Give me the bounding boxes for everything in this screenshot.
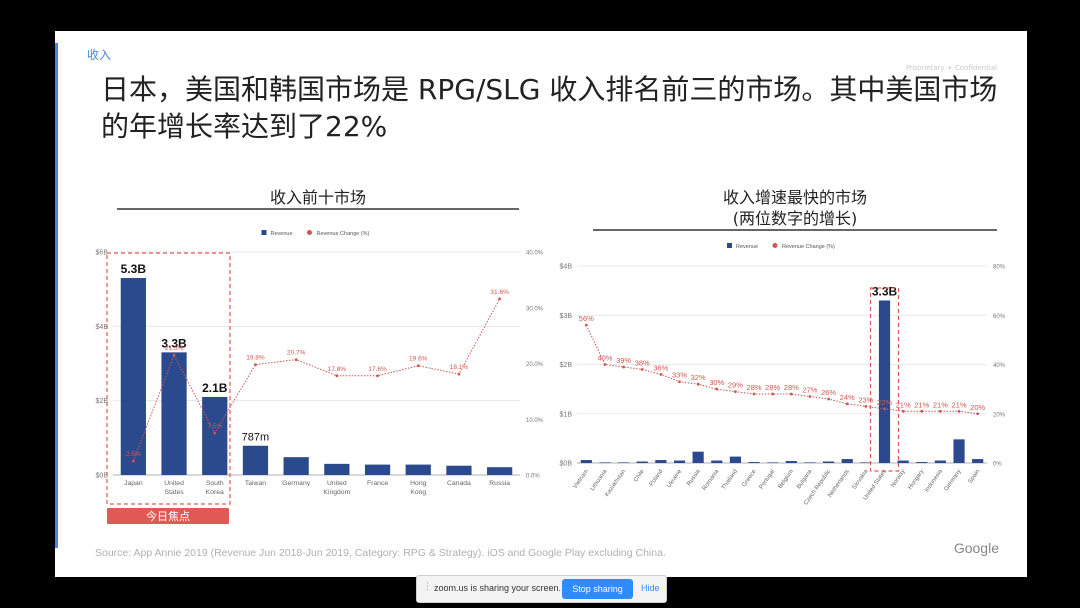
hide-button[interactable]: Hide — [641, 583, 660, 593]
revenue-change-point — [172, 353, 176, 357]
x-tick-label: Canada — [447, 480, 471, 487]
x-tick-label: South Korea — [206, 480, 224, 496]
revenue-bar — [242, 445, 269, 475]
revenue-bar — [202, 396, 228, 475]
revenue-change-label: 18.1% — [450, 364, 469, 371]
x-tick-label: Taiwan — [245, 480, 266, 487]
x-tick-label: France — [367, 480, 388, 487]
y-tick-label: $6B — [96, 250, 109, 257]
x-tick-label: United Kingdom — [323, 480, 350, 496]
revenue-change-point — [457, 372, 461, 376]
revenue-change-label: 7.5% — [207, 423, 222, 430]
revenue-change-label: 19.8% — [246, 355, 265, 362]
revenue-change-label: 17.6% — [368, 366, 387, 373]
legend-change-swatch — [307, 230, 312, 235]
google-logo: Google — [953, 540, 999, 556]
share-status: zoom.us is sharing your screen. — [434, 583, 562, 593]
legend-change-label: Revenue Change (%) — [317, 231, 370, 237]
chart2-title: 收入增速最快的市场 — [722, 188, 867, 207]
highlight-box — [106, 252, 231, 505]
x-tick-label: Russia — [489, 480, 510, 487]
y-tick-label: $2B — [96, 398, 109, 405]
highlight-tag — [107, 508, 229, 524]
revenue-bar — [161, 352, 187, 475]
revenue-bar — [324, 463, 350, 475]
revenue-bar — [283, 457, 309, 475]
revenue-change-label: 2.5% — [126, 451, 141, 458]
revenue-change-label: 21.5% — [165, 345, 184, 352]
x-tick-label: Hong Kong — [410, 480, 426, 496]
revenue-change-point — [213, 431, 217, 435]
x-tick-label: Germany — [282, 480, 311, 487]
chart1-top-ten-markets: Revenue Revenue Change (%) $0B $2B $4B $6B 0.0… — [96, 230, 544, 524]
revenue-change-point — [294, 358, 298, 361]
revenue-change-label: 19.6% — [409, 356, 428, 363]
revenue-bar — [487, 467, 513, 475]
chart1-title: 收入前十市场 — [269, 188, 366, 207]
revenue-change-point — [254, 363, 257, 367]
revenue-data-label: 3.3B — [161, 336, 187, 350]
revenue-change-point — [335, 374, 339, 378]
revenue-change-label: 20.7% — [287, 350, 306, 357]
revenue-change-point — [131, 459, 135, 463]
y2-tick-label: 0.0% — [526, 474, 540, 480]
revenue-data-label: 5.3B — [121, 262, 147, 276]
revenue-bar — [405, 464, 431, 475]
slide-title: 日本，美国和韩国市场是 RPG/SLG 收入排名前三的市场。其中美国市场的年增长… — [101, 73, 998, 143]
revenue-change-label: 31.6% — [490, 289, 509, 296]
revenue-bar — [446, 465, 472, 475]
chart2-subtitle: (两位数字的增长) — [732, 209, 858, 228]
revenue-data-label: 787m — [242, 432, 270, 444]
y-tick-label: $4B — [96, 324, 109, 331]
revenue-change-point — [416, 364, 420, 368]
chart2-rule — [593, 229, 997, 231]
slide: 收入 Proprietary + Confidential 日本，美国和韩国市场… — [55, 31, 1027, 577]
revenue-bar — [364, 464, 391, 475]
section-tag: 收入 — [87, 48, 112, 62]
y2-tick-label: 30.0% — [526, 306, 544, 312]
revenue-bar — [120, 278, 146, 475]
stop-sharing-button[interactable]: Stop sharing — [562, 579, 633, 599]
source-note: Source: App Annie 2019 (Revenue Jun 2018… — [95, 547, 666, 559]
zoom-share-bar: ⋮ zoom.us is sharing your screen. Stop s… — [416, 575, 667, 603]
drag-handle-icon[interactable]: ⋮ — [423, 582, 432, 592]
accent-bar — [55, 43, 58, 548]
legend-revenue-swatch — [261, 230, 267, 235]
chart1-rule — [117, 208, 519, 210]
y-tick-label: $0B — [96, 473, 109, 480]
revenue-change-point — [498, 297, 502, 301]
y2-tick-label: 40.0% — [526, 251, 544, 257]
revenue-data-label: 2.1B — [202, 381, 228, 395]
revenue-change-line — [132, 298, 501, 462]
y2-tick-label: 20.0% — [526, 362, 544, 368]
x-tick-label: Japan — [124, 480, 143, 487]
legend-revenue-label: Revenue — [271, 231, 293, 237]
revenue-change-label: 17.8% — [328, 366, 347, 373]
x-tick-label: United States — [164, 480, 184, 496]
highlight-tag-label: 今日焦点 — [146, 509, 190, 523]
confidential-label: Proprietary + Confidential — [905, 64, 997, 72]
y2-tick-label: 10.0% — [526, 418, 544, 424]
revenue-change-point — [376, 374, 379, 378]
